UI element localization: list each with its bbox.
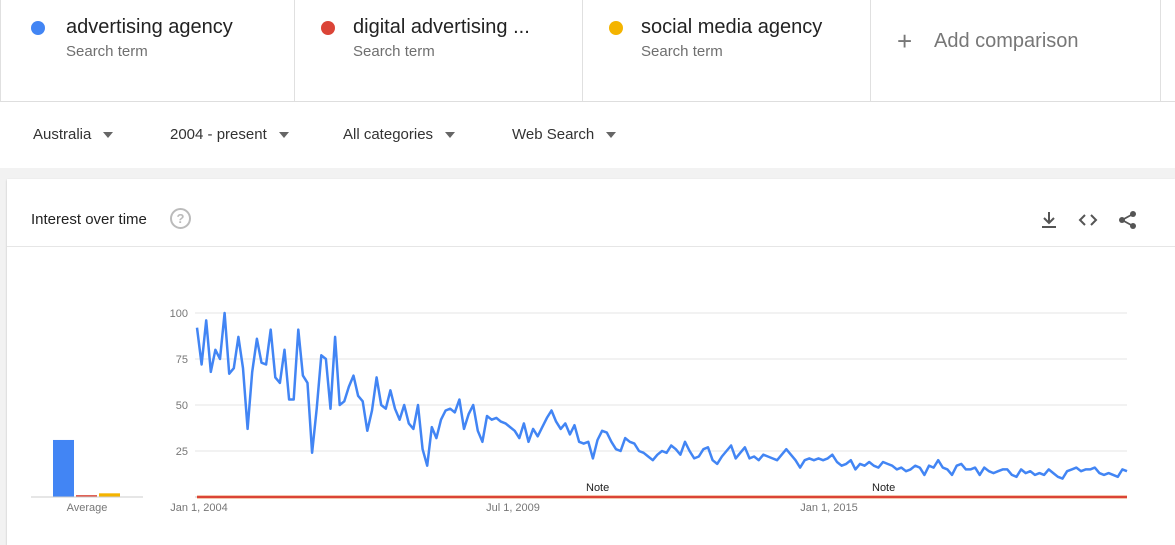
card-header: Interest over time ? bbox=[7, 179, 1175, 247]
download-icon[interactable] bbox=[1038, 209, 1060, 231]
search-property-dropdown[interactable]: Web Search bbox=[512, 126, 617, 143]
add-comparison-button[interactable]: + Add comparison bbox=[871, 0, 1161, 101]
search-term-subtitle: Search term bbox=[353, 43, 435, 60]
help-icon[interactable]: ? bbox=[170, 208, 191, 229]
search-term-card-2[interactable]: digital advertising ... Search term bbox=[295, 0, 583, 101]
average-bar bbox=[99, 493, 120, 497]
y-tick-label: 100 bbox=[170, 308, 188, 320]
y-tick-label: 50 bbox=[176, 400, 188, 412]
time-range-dropdown[interactable]: 2004 - present bbox=[170, 126, 289, 143]
x-tick-label: Jan 1, 2015 bbox=[800, 502, 858, 514]
series-color-dot bbox=[31, 21, 45, 35]
region-dropdown[interactable]: Australia bbox=[33, 126, 114, 143]
average-bar bbox=[76, 495, 97, 497]
series-color-dot bbox=[321, 21, 335, 35]
category-label: All categories bbox=[343, 126, 434, 143]
average-label: Average bbox=[67, 502, 108, 514]
search-term-title: digital advertising ... bbox=[353, 16, 530, 38]
caret-down-icon bbox=[606, 131, 617, 138]
search-term-subtitle: Search term bbox=[66, 43, 148, 60]
series-line bbox=[195, 311, 1128, 480]
card-title: Interest over time bbox=[31, 211, 147, 228]
add-comparison-label: Add comparison bbox=[934, 30, 1079, 52]
search-term-title: social media agency bbox=[641, 16, 823, 38]
time-range-label: 2004 - present bbox=[170, 126, 267, 143]
y-tick-label: 75 bbox=[176, 354, 188, 366]
x-tick-label: Jul 1, 2009 bbox=[486, 502, 540, 514]
search-term-card-3[interactable]: social media agency Search term bbox=[583, 0, 871, 101]
caret-down-icon bbox=[445, 131, 456, 138]
search-term-title: advertising agency bbox=[66, 16, 233, 38]
caret-down-icon bbox=[278, 131, 289, 138]
chart-note: Note bbox=[586, 482, 609, 494]
chart-note: Note bbox=[872, 482, 895, 494]
search-term-card-1[interactable]: advertising agency Search term bbox=[0, 0, 295, 101]
region-label: Australia bbox=[33, 126, 92, 143]
share-icon[interactable] bbox=[1117, 209, 1139, 231]
series-color-dot bbox=[609, 21, 623, 35]
category-dropdown[interactable]: All categories bbox=[343, 126, 456, 143]
y-tick-label: 25 bbox=[176, 446, 188, 458]
search-term-subtitle: Search term bbox=[641, 43, 723, 60]
search-property-label: Web Search bbox=[512, 126, 595, 143]
average-bar bbox=[53, 439, 74, 497]
caret-down-icon bbox=[103, 131, 114, 138]
search-terms-bar: advertising agency Search term digital a… bbox=[0, 0, 1175, 102]
plus-icon: + bbox=[897, 26, 913, 56]
embed-icon[interactable] bbox=[1077, 209, 1099, 231]
x-tick-label: Jan 1, 2004 bbox=[170, 502, 228, 514]
filter-bar: Australia 2004 - present All categories … bbox=[0, 102, 1175, 168]
